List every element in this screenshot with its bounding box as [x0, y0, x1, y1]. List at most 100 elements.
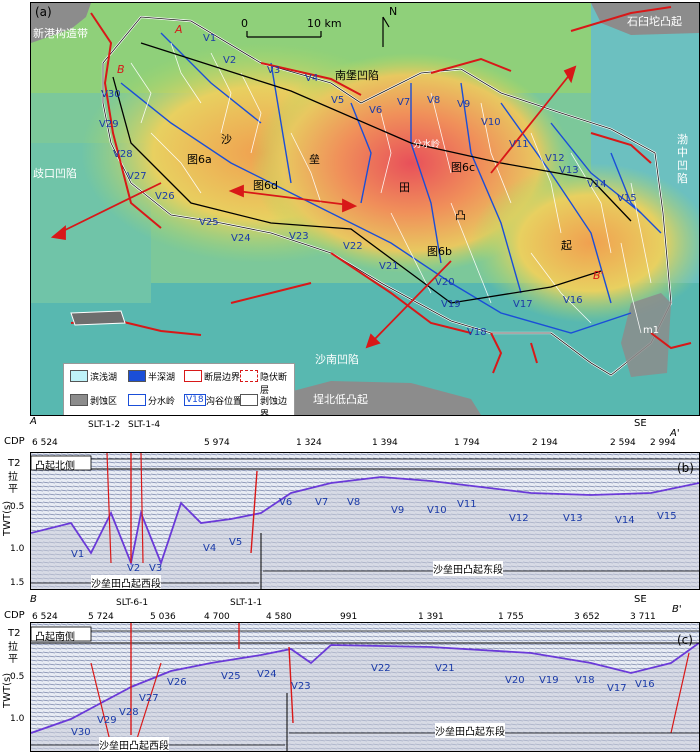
section-b-east-segment: 沙垒田凸起东段 [433, 561, 503, 576]
map-valley-v12: V12 [545, 153, 565, 164]
map-valley-v27: V27 [127, 171, 147, 182]
map-valley-v23: V23 [289, 231, 309, 242]
map-valley-v4: V4 [305, 73, 319, 84]
legend-hidden-fault: 隐伏断层 [260, 373, 288, 396]
map-valley-v14: V14 [587, 179, 607, 190]
region-shanan: 沙南凹陷 [315, 353, 359, 366]
uplift-char-1: 沙 [221, 133, 232, 146]
legend-watershed: 分水岭 [148, 397, 176, 407]
legend-swatch-deep [128, 370, 146, 382]
section-b-valley-v2: V2 [127, 563, 141, 574]
section-c-cdp-label: CDP [4, 610, 25, 621]
section-b-end-right: A' [670, 428, 680, 439]
section-b-well-1: SLT-1-2 [88, 420, 121, 430]
section-b-cdp-5: 2 194 [532, 438, 558, 448]
section-c-cdp-3: 4 700 [204, 612, 230, 622]
section-b-valley-v9: V9 [391, 505, 405, 516]
map-valley-v26: V26 [155, 191, 175, 202]
section-c-valley-v24: V24 [257, 669, 277, 680]
section-b-cdp-0: 6 524 [32, 438, 58, 448]
section-c-well-1: SLT-6-1 [116, 598, 149, 608]
legend-v18-icon: V18 [184, 394, 206, 406]
region-shibaituo: 石臼坨凸起 [627, 15, 682, 28]
section-c-valley-v23: V23 [291, 681, 311, 692]
section-b-tick-15: 1.5 [10, 578, 25, 588]
section-b-tick-10: 1.0 [10, 544, 25, 554]
map-valley-v17: V17 [513, 299, 533, 310]
section-b-cdp-7: 2 994 [650, 438, 676, 448]
legend-swatch-shallow [70, 370, 88, 382]
section-b-well-2: SLT-1-4 [128, 420, 161, 430]
legend-watershed-icon [128, 394, 146, 406]
legend-fault-icon [184, 370, 202, 382]
map-valley-v11: V11 [509, 139, 529, 150]
section-c-tick-10: 1.0 [10, 714, 25, 724]
map-valley-v25: V25 [199, 217, 219, 228]
section-b-valley-v7: V7 [315, 497, 329, 508]
section-c-valley-v17: V17 [607, 683, 627, 694]
legend-deep-lake: 半深湖 [148, 373, 176, 383]
section-c-tick-05: 0.5 [10, 672, 25, 682]
section-b-valley-v14: V14 [615, 515, 635, 526]
section-b-valley-v10: V10 [427, 505, 447, 516]
section-b-cdp-1: 5 974 [204, 438, 230, 448]
legend-valley-position: 沟谷位置 [206, 397, 243, 407]
map-valley-v6: V6 [369, 105, 383, 116]
section-c-valley-v26: V26 [167, 677, 187, 688]
map-valley-v29: V29 [99, 119, 119, 130]
section-b-valley-v6: V6 [279, 497, 293, 508]
region-chengbei: 埕北低凸起 [313, 393, 368, 406]
section-b-valley-v12: V12 [509, 513, 529, 524]
map-valley-v7: V7 [397, 97, 411, 108]
section-b-se: SE [634, 418, 647, 429]
legend-erosion-boundary: 剥蚀边界 [260, 397, 288, 416]
scale-ten-label: 10 km [307, 17, 342, 30]
section-c-cdp-0: 6 524 [32, 612, 58, 622]
section-c-valley-v19: V19 [539, 675, 559, 686]
section-c-valley-v25: V25 [221, 671, 241, 682]
uplift-char-2: 垒 [309, 153, 320, 166]
section-c-t2: T2 [8, 628, 21, 639]
region-bohaizhong: 渤中凹陷 [677, 133, 688, 185]
section-b-valley-v3: V3 [149, 563, 163, 574]
section-b-flat: 拉平 [8, 472, 18, 495]
uplift-char-5: 起 [561, 239, 572, 252]
section-c-se: SE [634, 594, 647, 605]
section-c-valley-v16: V16 [635, 679, 655, 690]
section-b-panel-label: (b) [677, 461, 694, 475]
section-b-t2: T2 [8, 458, 21, 469]
legend: 滨浅湖 半深湖 断层边界 隐伏断层 剥蚀区 分水岭 V18 沟谷位置 剥蚀边界 [63, 363, 295, 416]
section-c-valley-v30: V30 [71, 727, 91, 738]
section-c-valley-v20: V20 [505, 675, 525, 686]
north-arrow [382, 16, 390, 47]
section-c-panel-label: (c) [677, 633, 693, 647]
section-b-cdp-3: 1 394 [372, 438, 398, 448]
m1-label: m1 [643, 325, 660, 336]
map-valley-v3: V3 [267, 65, 281, 76]
map-valley-v18: V18 [467, 327, 487, 338]
section-b-valley-v11: V11 [457, 499, 477, 510]
map-valley-v1: V1 [203, 33, 217, 44]
section-c-cdp-7: 1 755 [498, 612, 524, 622]
region-xingang: 新港构造带 [33, 27, 88, 40]
fig-label-6c: 图6c [451, 161, 476, 174]
legend-fault-boundary: 断层边界 [204, 373, 241, 383]
section-b-valley-v13: V13 [563, 513, 583, 524]
section-c-cdp-8: 3 652 [574, 612, 600, 622]
map-canvas [31, 3, 699, 415]
section-b-canvas [31, 453, 699, 589]
map-valley-v15: V15 [617, 193, 637, 204]
map-valley-v22: V22 [343, 241, 363, 252]
map-valley-v2: V2 [223, 55, 237, 66]
section-c-valley-v28: V28 [119, 707, 139, 718]
legend-shallow-lake: 滨浅湖 [90, 373, 118, 383]
section-c-end-right: B' [672, 604, 682, 615]
watershed-lines [120, 32, 662, 334]
scale-zero-label: 0 [241, 17, 248, 30]
section-c-flat: 拉平 [8, 642, 18, 665]
section-c-valley-v22: V22 [371, 663, 391, 674]
map-valley-v10: V10 [481, 117, 501, 128]
section-b-cdp-label: CDP [4, 436, 25, 447]
section-c-cdp-4: 4 580 [266, 612, 292, 622]
